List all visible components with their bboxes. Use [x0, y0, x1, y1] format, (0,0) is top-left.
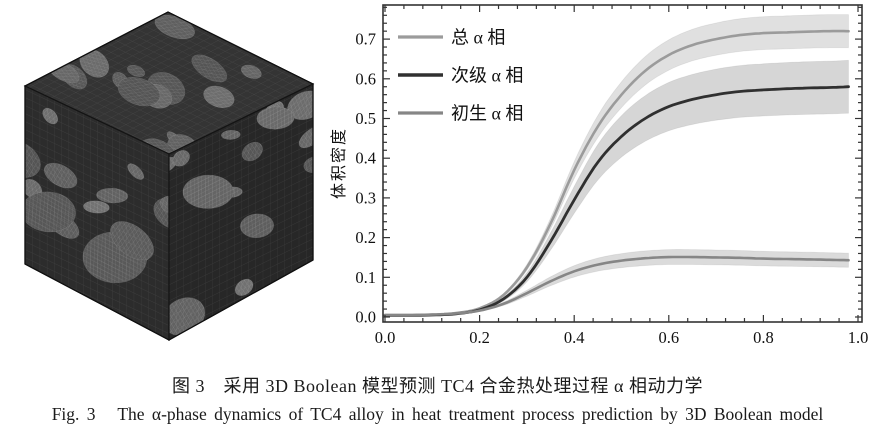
cube-svg: [23, 11, 315, 342]
cube-face-left: [24, 85, 170, 341]
y-tick-label: 0.2: [355, 228, 376, 247]
caption-chinese: 图 3 采用 3D Boolean 模型预测 TC4 合金热处理过程 α 相动力…: [172, 376, 703, 396]
face-mesh-overlay: [25, 86, 169, 340]
y-tick-label: 0.5: [355, 109, 376, 128]
x-tick-label: 0.0: [375, 328, 396, 347]
caption-english: Fig. 3 The α-phase dynamics of TC4 alloy…: [51, 404, 824, 424]
x-tick-label: 0.2: [469, 328, 490, 347]
y-tick-label: 0.0: [355, 308, 376, 327]
legend-item-0: 总 α 相: [398, 28, 505, 48]
x-tick-labels: 0.0 0.2 0.4 0.6 0.8 1.0: [375, 328, 869, 347]
y-tick-label: 0.4: [355, 149, 376, 168]
series-bands: [384, 14, 849, 316]
series-lines: [383, 29, 850, 317]
face-mesh-overlay: [169, 84, 313, 340]
x-tick-label: 1.0: [848, 328, 869, 347]
series-band-1: [384, 59, 849, 316]
x-tick-label: 0.8: [753, 328, 774, 347]
y-tick-label: 0.1: [355, 268, 376, 287]
x-tick-label: 0.4: [564, 328, 585, 347]
y-tick-labels: 0.0 0.1 0.2 0.3 0.4 0.5 0.6 0.7: [355, 30, 376, 327]
legend-label: 次级 α 相: [451, 66, 523, 86]
series-band-0: [384, 14, 849, 316]
y-tick-label: 0.3: [355, 188, 376, 207]
legend-item-2: 初生 α 相: [398, 104, 523, 124]
x-tick-label: 0.6: [658, 328, 679, 347]
cube-outline: [24, 11, 314, 341]
axis-ticks: [383, 5, 862, 322]
chart-legend: 总 α 相次级 α 相初生 α 相: [398, 28, 523, 124]
series-line-2: [383, 255, 850, 317]
y-axis-title: 体积密度: [330, 127, 348, 199]
legend-label: 总 α 相: [451, 28, 505, 48]
y-tick-label: 0.6: [355, 69, 376, 88]
chart-svg: 0.0 0.2 0.4 0.6 0.8 1.00.00.10.20.30.40.50.60…: [330, 4, 869, 347]
cube-face-right: [168, 83, 314, 342]
alpha-kinetics-chart: 0.0 0.2 0.4 0.6 0.8 1.0 0.0 0.1 0.2 0.3 0.4 0.5 0.6 0…: [328, 0, 875, 352]
microstructure-cube-image: [18, 6, 318, 344]
legend-label: 初生 α 相: [451, 104, 523, 124]
plot-frame: [382, 4, 863, 323]
y-tick-label: 0.7: [355, 30, 376, 49]
legend-item-1: 次级 α 相: [398, 66, 523, 86]
